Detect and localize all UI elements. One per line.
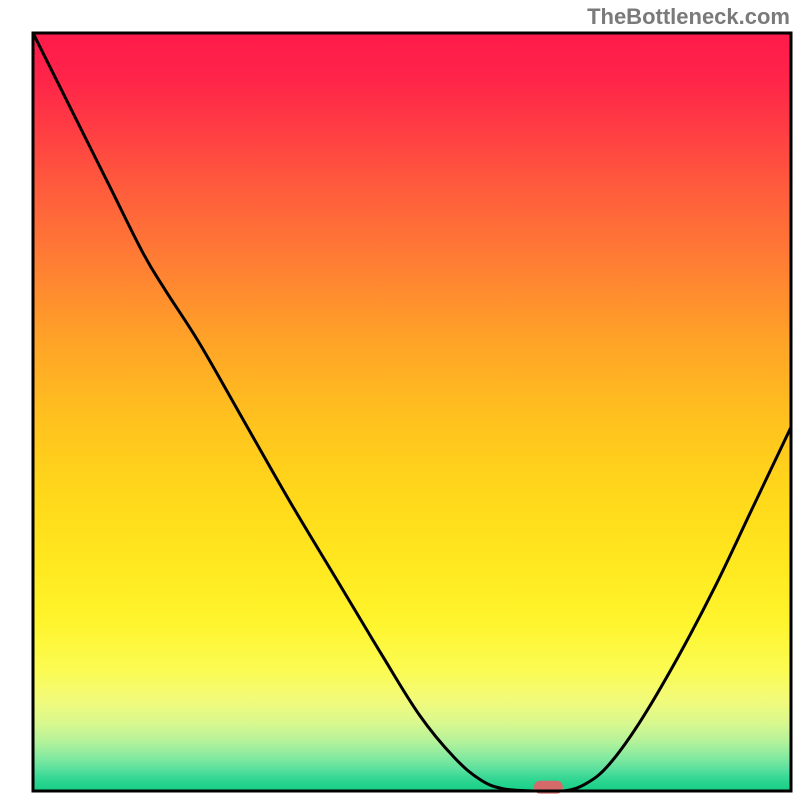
chart-container: TheBottleneck.com: [0, 0, 800, 800]
bottleneck-chart: [0, 0, 800, 800]
gradient-background: [33, 33, 791, 791]
watermark-text: TheBottleneck.com: [587, 4, 790, 30]
